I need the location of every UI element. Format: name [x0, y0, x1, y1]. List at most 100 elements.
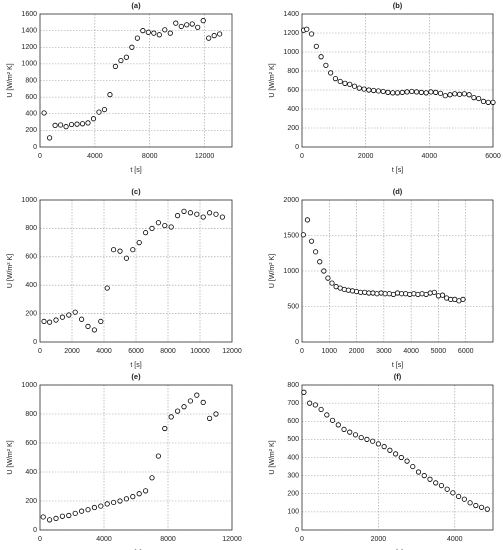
data-point	[168, 224, 174, 230]
chart-title: (c)	[131, 187, 141, 196]
data-point	[466, 92, 472, 98]
data-point	[447, 92, 453, 98]
data-point	[175, 213, 181, 219]
x-tick-label: 6000	[128, 348, 144, 355]
data-point	[59, 314, 66, 320]
data-point	[194, 211, 200, 217]
x-tick-label: 8000	[142, 153, 158, 160]
plot-frame	[301, 199, 494, 343]
data-point	[178, 23, 184, 30]
x-tick-label: 6000	[485, 153, 501, 160]
data-point	[101, 106, 108, 113]
y-axis-label: U [W/m² K]	[7, 63, 14, 97]
data-point	[403, 291, 409, 297]
x-tick-label: 12000	[222, 536, 242, 543]
data-point	[66, 512, 72, 519]
data-point	[184, 22, 190, 28]
data-point	[329, 280, 335, 286]
data-point	[46, 135, 53, 141]
data-point	[149, 475, 155, 481]
data-point	[370, 290, 376, 296]
data-point	[392, 451, 399, 457]
data-point	[162, 222, 168, 229]
x-tick-label: 4000	[96, 348, 112, 355]
y-tick-label: 200	[287, 491, 299, 498]
data-point	[423, 90, 429, 96]
x-tick-label: 0	[300, 153, 304, 160]
data-point	[431, 289, 437, 295]
data-point	[427, 290, 433, 296]
data-point	[111, 499, 117, 506]
data-point	[140, 28, 146, 34]
y-tick-label: 1000	[21, 61, 37, 68]
data-point	[419, 291, 425, 297]
data-point	[461, 496, 467, 502]
data-point	[332, 76, 339, 82]
x-tick-label: 2000	[64, 348, 80, 355]
data-point	[409, 88, 415, 95]
data-point	[112, 63, 119, 69]
data-point	[439, 292, 446, 298]
plot-frame	[39, 199, 233, 343]
y-tick-label: 0	[33, 527, 37, 534]
data-point	[143, 230, 149, 236]
data-point	[136, 491, 142, 497]
data-point	[200, 399, 206, 405]
data-point	[181, 208, 187, 214]
data-point	[375, 88, 381, 94]
chart-title: (b)	[393, 1, 403, 10]
data-point	[433, 480, 439, 486]
data-point	[435, 293, 442, 299]
y-axis-label: U [W/m² K]	[7, 254, 14, 288]
x-tick-label: 0	[38, 348, 42, 355]
data-point	[68, 121, 75, 128]
x-axis-label: t [s]	[130, 362, 141, 369]
data-point	[195, 24, 201, 30]
data-point	[96, 109, 102, 115]
data-point	[149, 225, 155, 231]
data-point	[410, 463, 416, 470]
data-point	[308, 238, 315, 244]
x-tick-label: 4000	[87, 153, 103, 160]
y-tick-label: 800	[25, 225, 37, 232]
y-tick-label: 1400	[21, 27, 37, 34]
y-tick-label: 400	[25, 469, 37, 476]
data-point	[194, 392, 200, 398]
data-point	[433, 89, 439, 95]
y-tick-label: 200	[25, 498, 37, 505]
y-tick-label: 800	[287, 382, 299, 389]
data-point	[467, 500, 473, 506]
data-point	[358, 434, 364, 441]
data-point	[362, 289, 368, 295]
data-point	[200, 18, 206, 24]
data-point	[207, 415, 213, 421]
data-point	[130, 494, 136, 500]
data-point	[98, 318, 104, 325]
data-point	[456, 493, 462, 500]
data-point	[428, 89, 434, 95]
y-tick-label: 800	[287, 68, 299, 75]
y-tick-label: 400	[287, 106, 299, 113]
y-tick-label: 400	[25, 111, 37, 118]
data-point	[352, 432, 359, 438]
data-point	[480, 98, 487, 105]
data-point	[213, 211, 219, 217]
data-point	[456, 91, 463, 97]
data-point	[324, 412, 330, 418]
data-point	[79, 508, 85, 514]
y-tick-label: 400	[25, 282, 37, 289]
data-point	[407, 291, 413, 298]
x-axis-label: t [s]	[392, 167, 403, 174]
data-point	[74, 121, 80, 127]
data-point	[85, 323, 91, 329]
data-point	[323, 62, 329, 68]
data-point	[90, 116, 97, 122]
y-axis-label: U [W/m² K]	[269, 63, 276, 97]
x-tick-label: 0	[38, 153, 42, 160]
data-point	[79, 316, 85, 322]
data-point	[211, 33, 217, 39]
data-point	[318, 406, 324, 413]
y-tick-label: 600	[25, 440, 37, 447]
data-point	[162, 425, 168, 432]
data-point	[490, 99, 496, 105]
